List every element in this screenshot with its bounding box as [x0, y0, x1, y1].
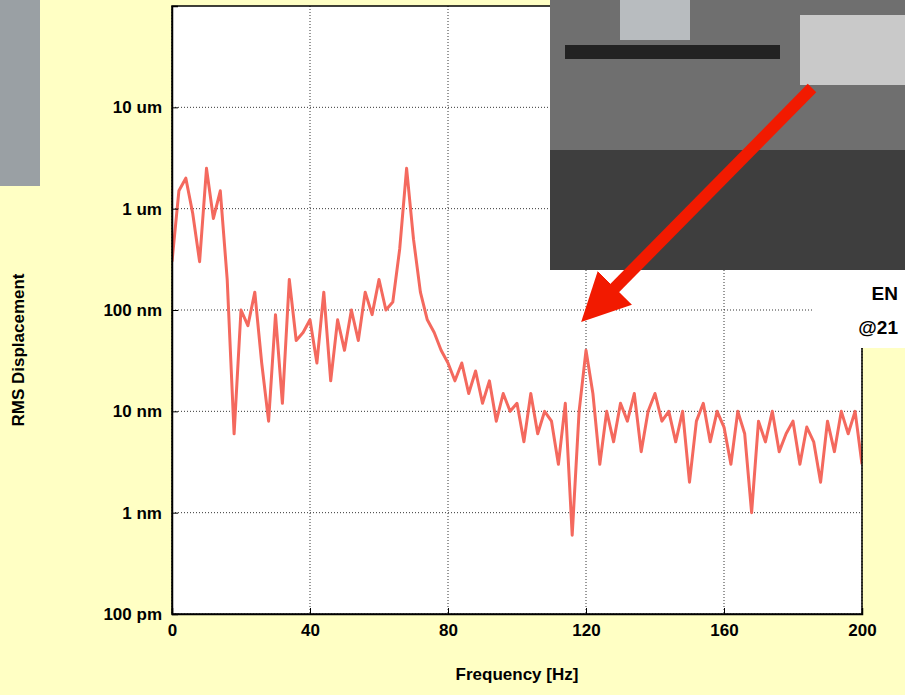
tick-label: 1 um [122, 200, 162, 219]
y-axis: 100 pm 1 nm 10 nm 100 nm 1 um 10 um [103, 7, 178, 624]
x-axis-title: Frequency [Hz] [456, 665, 579, 684]
tick-label: 1 nm [122, 504, 162, 523]
annotation-box [812, 270, 905, 348]
tick-mark [172, 411, 178, 412]
tick-mark [172, 513, 178, 514]
tick: 1 nm [122, 504, 178, 523]
tick-label: 10 nm [113, 402, 162, 421]
tick-mark [172, 107, 178, 108]
tick: 100 nm [103, 301, 178, 320]
tick-label: 100 pm [103, 605, 162, 624]
tick-label: 200 [848, 621, 876, 640]
tick: 120 [572, 608, 600, 640]
tick: 200 [848, 608, 876, 640]
tick: 10 um [113, 98, 178, 117]
tick-mark [724, 608, 725, 614]
tick: 160 [710, 608, 738, 640]
photo-background [550, 0, 905, 270]
photo-fragment [0, 0, 40, 186]
tick-mark [172, 310, 178, 311]
tick: 100 pm [103, 605, 178, 624]
tick-label: 120 [572, 621, 600, 640]
grid-line [172, 310, 862, 311]
tick: 1 um [122, 200, 178, 219]
tick: 40 [301, 608, 320, 640]
tick-label: 160 [710, 621, 738, 640]
x-axis: 0 40 80 120 160 200 [168, 608, 877, 640]
tick-mark [172, 209, 178, 210]
tick-label: 10 um [113, 98, 162, 117]
tick-label: 0 [168, 621, 177, 640]
arrow [598, 88, 812, 305]
photo-table [565, 45, 780, 59]
photo-laptop [620, 0, 690, 40]
tick-mark [310, 608, 311, 614]
annotation: EN [872, 283, 898, 304]
y-axis-title: RMS Displacement [9, 273, 28, 426]
tick-mark [586, 608, 587, 614]
grid-line [172, 512, 862, 513]
axis-line [173, 7, 179, 615]
tick-mark [862, 608, 863, 614]
annotation: @21 [858, 317, 898, 338]
tick-label: 100 nm [103, 301, 162, 320]
photo [550, 0, 905, 270]
tick: 10 nm [113, 402, 178, 421]
axis-line [173, 608, 863, 615]
chart: 04080120160200100 pm1 nm10 nm100 nm1 um1… [0, 0, 905, 695]
tick-label: 40 [301, 621, 320, 640]
photo-box [800, 15, 905, 85]
tick: 80 [439, 608, 458, 640]
tick-mark [448, 608, 449, 614]
tick-mark [172, 614, 178, 615]
tick-label: 80 [439, 621, 458, 640]
